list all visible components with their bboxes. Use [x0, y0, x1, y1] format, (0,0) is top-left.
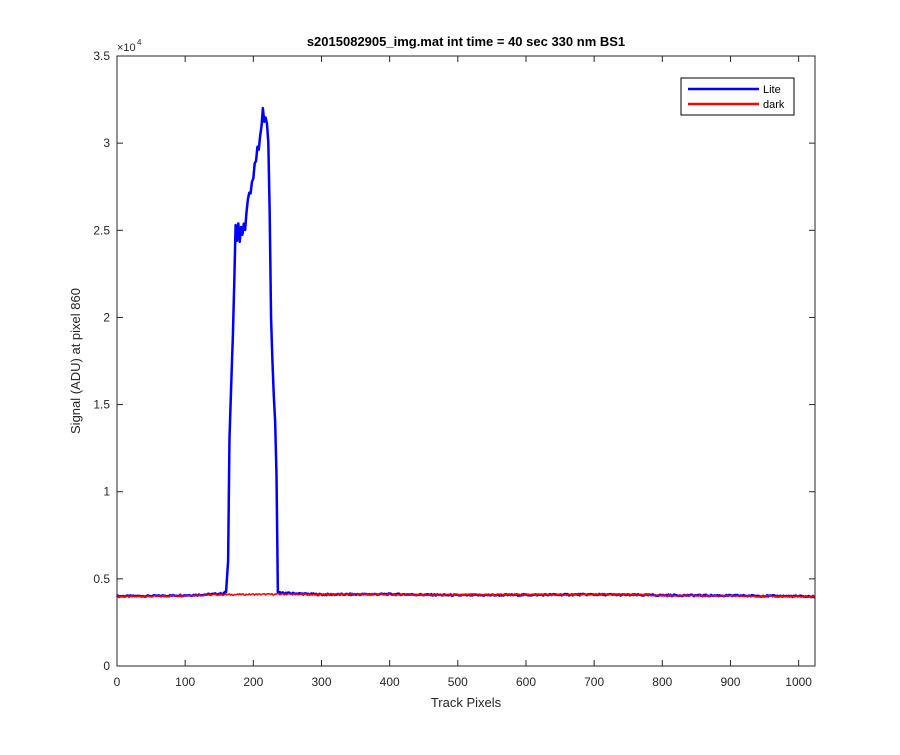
series-line-dark [116, 592, 816, 599]
x-tick-label: 300 [311, 675, 331, 689]
x-tick-label: 1000 [785, 675, 812, 689]
x-tick-label: 700 [584, 675, 604, 689]
y-exponent-power: 4 [137, 38, 142, 47]
x-tick-label: 0 [114, 675, 121, 689]
series-layer [115, 106, 816, 599]
x-tick-label: 200 [243, 675, 263, 689]
x-tick-label: 600 [516, 675, 536, 689]
ticks-layer: 0 100 200 300 400 500 600 700 800 900 1000 0 0.5 1 1.5… [93, 49, 815, 689]
legend-box [680, 77, 795, 116]
y-tick-label: 2.5 [93, 223, 110, 237]
y-tick-label: 0 [103, 659, 110, 673]
x-tick-label: 500 [448, 675, 468, 689]
y-tick-label: 3 [103, 136, 110, 150]
y-tick-label: 2 [103, 310, 110, 324]
x-tick-label: 400 [380, 675, 400, 689]
y-tick-label: 1 [103, 485, 110, 499]
x-tick-label: 800 [652, 675, 672, 689]
x-axis-label: Track Pixels [431, 695, 502, 710]
x-tick-label: 900 [720, 675, 740, 689]
chart-title: s2015082905_img.mat int time = 40 sec 33… [307, 34, 625, 49]
y-tick-label: 0.5 [93, 572, 110, 586]
plot-area [117, 56, 815, 666]
legend-label-dark: dark [763, 99, 785, 111]
y-exponent: ×10 4 [117, 38, 142, 54]
legend: Lite dark [680, 77, 795, 116]
plot-frame [116, 55, 816, 667]
x-tick-label: 100 [175, 675, 195, 689]
legend-label-lite: Lite [763, 84, 781, 96]
y-tick-label: 1.5 [93, 398, 110, 412]
y-tick-label: 3.5 [93, 49, 110, 63]
y-axis-label: Signal (ADU) at pixel 860 [68, 288, 83, 434]
y-exponent-base: ×10 [117, 42, 136, 54]
